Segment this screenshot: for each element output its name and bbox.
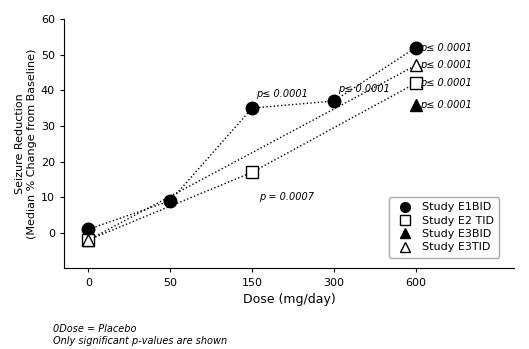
- Legend: Study E1BID, Study E2 TID, Study E3BID, Study E3TID: Study E1BID, Study E2 TID, Study E3BID, …: [389, 197, 499, 258]
- Text: p = 0.0007: p = 0.0007: [259, 192, 314, 202]
- Text: p≤ 0.0001: p≤ 0.0001: [256, 89, 308, 99]
- Text: 0Dose = Placebo
Only significant p-values are shown: 0Dose = Placebo Only significant p-value…: [53, 324, 227, 346]
- Text: p≤ 0.0001: p≤ 0.0001: [420, 99, 472, 110]
- Text: p≤ 0.0001: p≤ 0.0001: [420, 78, 472, 88]
- X-axis label: Dose (mg/day): Dose (mg/day): [243, 293, 335, 306]
- Text: p≤ 0.0001: p≤ 0.0001: [420, 60, 472, 70]
- Text: p≤ 0.0001: p≤ 0.0001: [420, 43, 472, 52]
- Text: p≤ 0.0001: p≤ 0.0001: [338, 84, 390, 94]
- Y-axis label: Seizure Reduction
(Median % Change from Baseline): Seizure Reduction (Median % Change from …: [15, 49, 37, 239]
